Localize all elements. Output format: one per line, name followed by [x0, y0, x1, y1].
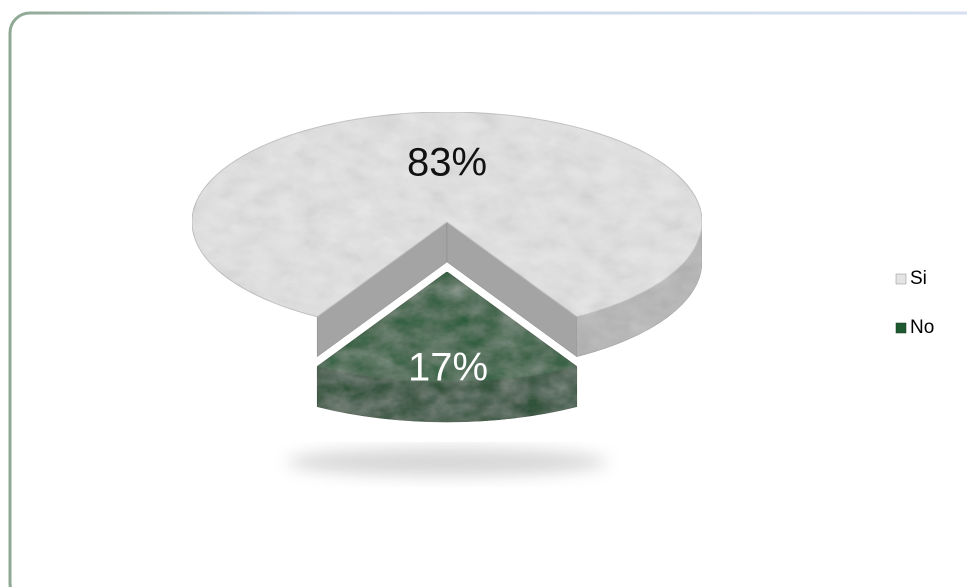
- data-label: 17%: [408, 346, 488, 390]
- shadow: [287, 448, 607, 476]
- legend-label: No: [910, 317, 934, 338]
- pie: 83% 17%: [191, 111, 703, 423]
- slice: [191, 111, 703, 318]
- legend-swatch: [895, 322, 907, 334]
- frame: [8, 11, 967, 587]
- slice: [316, 271, 578, 383]
- legend: Si No: [895, 268, 934, 338]
- data-label: 83%: [407, 141, 487, 185]
- slice: [191, 111, 703, 358]
- legend-label: Si: [910, 268, 927, 289]
- slice: [316, 271, 578, 423]
- legend-swatch: [895, 273, 907, 285]
